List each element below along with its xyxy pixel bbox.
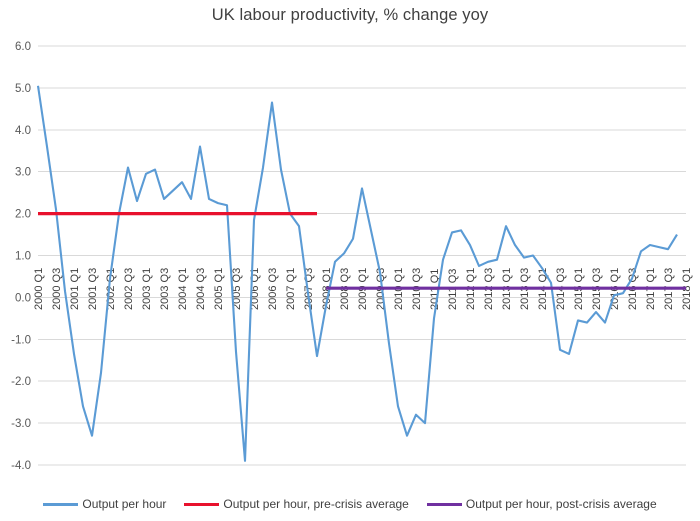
x-axis-tick-label: 2018 Q1	[681, 268, 693, 310]
x-axis-tick-labels: 2000 Q1 2000 Q3 2001 Q1 2001 Q3 2002 Q1 2002 …	[33, 268, 693, 310]
y-axis-tick-label: 4.0	[15, 125, 31, 137]
x-axis-tick-label: 2002 Q3	[123, 268, 135, 310]
x-axis-tick-label: 2003 Q3	[159, 268, 171, 310]
gridlines	[38, 45, 686, 466]
legend-item[interactable]: Output per hour, pre-crisis average	[184, 497, 409, 511]
y-axis-tick-label: -4.0	[11, 460, 31, 472]
x-axis-tick-label: 2001 Q3	[87, 268, 99, 310]
chart-legend: Output per hour Output per hour, pre-cris…	[0, 497, 700, 511]
x-axis-tick-label: 2005 Q3	[231, 268, 243, 310]
y-axis-tick-label: 3.0	[15, 167, 31, 179]
legend-item-label: Output per hour, post-crisis average	[465, 497, 657, 511]
legend-swatch-icon	[184, 502, 220, 506]
x-axis-tick-label: 2001 Q1	[69, 268, 81, 310]
x-axis-tick-label: 2000 Q3	[51, 268, 63, 310]
y-axis-tick-label: 1.0	[15, 251, 31, 263]
reference-average-lines	[38, 212, 686, 290]
y-axis-tick-label: 0.0	[15, 292, 31, 304]
legend-swatch-icon	[43, 502, 79, 506]
y-axis-tick-label: -2.0	[11, 376, 31, 388]
chart-title: UK labour productivity, % change yoy	[211, 6, 489, 24]
series-line-output-per-hour	[36, 85, 678, 462]
legend-item[interactable]: Output per hour, post-crisis average	[426, 497, 657, 511]
data-series-lines	[36, 85, 678, 462]
x-axis-tick-label: 2004 Q3	[195, 268, 207, 310]
x-axis-tick-label: 2007 Q1	[285, 268, 297, 310]
y-axis-tick-labels: 6.0 5.0 4.0 3.0 2.0 1.0 0.0 -1.0 -2.0 -3.0 -4.0	[11, 41, 31, 472]
y-axis-tick-label: 5.0	[15, 83, 31, 95]
x-axis-tick-label: 2005 Q1	[213, 268, 225, 310]
legend-item-label: Output per hour, pre-crisis average	[223, 497, 409, 511]
x-axis-tick-label: 2006 Q3	[267, 268, 279, 310]
legend-item[interactable]: Output per hour	[43, 497, 166, 511]
y-axis-tick-label: -3.0	[11, 418, 31, 430]
legend-item-label: Output per hour	[82, 497, 167, 511]
legend-swatch-icon	[426, 502, 462, 506]
x-axis-tick-label: 2003 Q1	[141, 268, 153, 310]
y-axis-tick-label: 6.0	[15, 41, 31, 53]
y-axis-tick-label: -1.0	[11, 334, 31, 346]
x-axis-tick-label: 2004 Q1	[177, 268, 189, 310]
x-axis-tick-label: 2000 Q1	[33, 268, 45, 310]
y-axis-tick-label: 2.0	[15, 209, 31, 221]
